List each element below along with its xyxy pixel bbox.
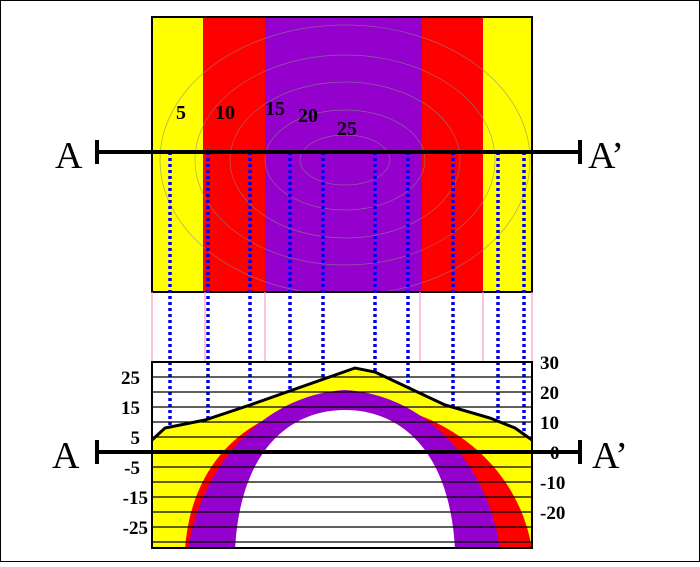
contour-label: 20 [298, 105, 318, 127]
left-scale: -15 [123, 488, 148, 509]
profile-label: A’ [588, 135, 624, 177]
contour-label: 25 [337, 118, 357, 140]
profile-line [95, 140, 582, 164]
contour-label: 5 [176, 102, 186, 124]
left-scale: 5 [131, 428, 141, 449]
geologic-map [152, 17, 532, 292]
left-scale: -25 [123, 518, 148, 539]
contour-label: 15 [265, 98, 285, 120]
pink-guides [151, 292, 533, 362]
right-scale: 30 [540, 353, 559, 374]
profile-label: A’ [592, 435, 628, 477]
right-scale: 20 [540, 383, 559, 404]
right-scale: 10 [540, 413, 559, 434]
left-scale: 15 [121, 398, 140, 419]
section-line [95, 440, 582, 464]
left-scale: 25 [121, 368, 140, 389]
right-scale: -20 [540, 503, 565, 524]
profile-label: A [55, 135, 83, 177]
right-scale: -10 [540, 473, 565, 494]
left-scale: -5 [124, 458, 140, 479]
contour-label: 10 [215, 102, 235, 124]
profile-label: A [52, 435, 80, 477]
